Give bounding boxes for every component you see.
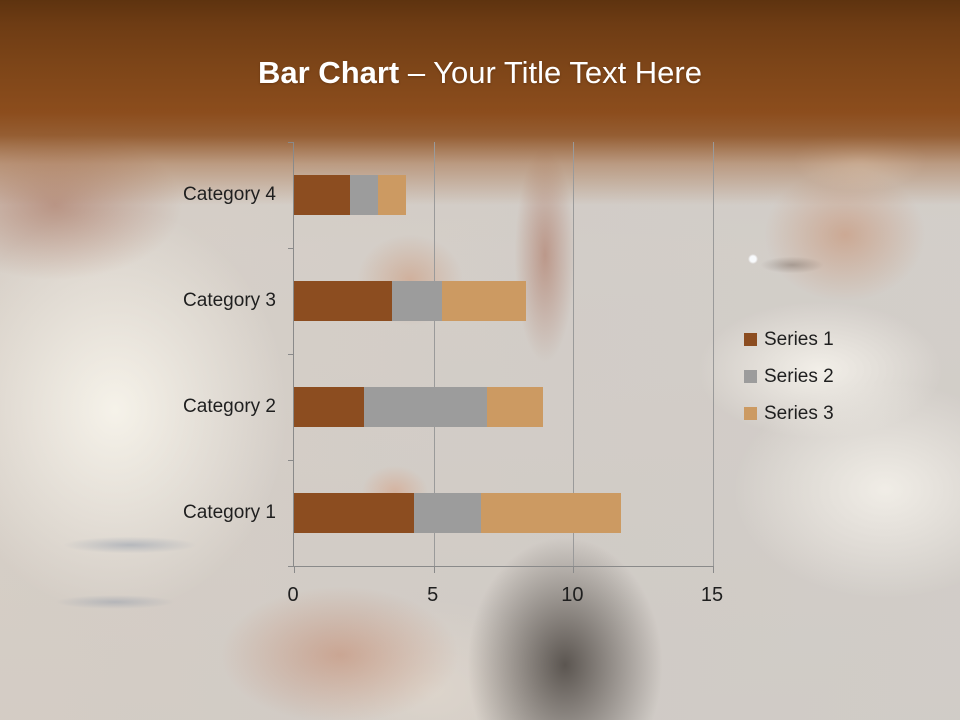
legend-item-series-1[interactable]: Series 1 xyxy=(744,321,834,358)
legend-item-series-3[interactable]: Series 3 xyxy=(744,395,834,432)
title-band xyxy=(0,0,960,205)
bar-segment-series-2 xyxy=(363,387,487,427)
slide-title[interactable]: Bar Chart – Your Title Text Here xyxy=(0,54,960,92)
x-axis-tick xyxy=(294,566,295,573)
y-axis-tick xyxy=(288,566,294,567)
bar-category-4[interactable] xyxy=(294,175,406,215)
x-axis-tick xyxy=(573,566,575,573)
y-axis-tick xyxy=(288,248,294,249)
bar-segment-series-1 xyxy=(294,281,392,321)
bar-segment-series-2 xyxy=(391,281,443,321)
legend-item-series-2[interactable]: Series 2 xyxy=(744,358,834,395)
bar-segment-series-1 xyxy=(294,175,350,215)
y-axis-tick xyxy=(288,142,294,143)
x-axis-tick xyxy=(433,566,435,573)
category-label-4: Category 4 xyxy=(183,184,276,205)
category-label-1: Category 1 xyxy=(183,502,276,523)
bar-segment-series-3 xyxy=(486,387,543,427)
category-label-2: Category 2 xyxy=(183,396,276,417)
slide-title-rest: – Your Title Text Here xyxy=(399,55,702,90)
slide-title-bold: Bar Chart xyxy=(258,55,400,90)
gridline-x-15 xyxy=(713,142,714,566)
bar-segment-series-2 xyxy=(414,493,482,533)
y-axis-tick xyxy=(288,354,294,355)
bar-segment-series-1 xyxy=(294,387,364,427)
legend-label: Series 1 xyxy=(764,328,834,350)
gridline-x-10 xyxy=(573,142,575,566)
x-axis-tick xyxy=(713,566,714,573)
bar-segment-series-1 xyxy=(294,493,415,533)
bar-segment-series-3 xyxy=(481,493,621,533)
bar-category-3[interactable] xyxy=(294,281,526,321)
legend-swatch-icon xyxy=(744,407,757,420)
y-axis-tick xyxy=(288,460,294,461)
legend-label: Series 3 xyxy=(764,402,834,424)
chart-plot-area xyxy=(288,142,714,573)
gridline-x-5 xyxy=(433,142,435,566)
bar-category-1[interactable] xyxy=(294,493,621,533)
legend-label: Series 2 xyxy=(764,365,834,387)
x-axis-label-0: 0 xyxy=(287,584,299,606)
bar-segment-series-2 xyxy=(349,175,378,215)
x-axis-label-5: 5 xyxy=(427,584,439,606)
bar-segment-series-3 xyxy=(377,175,406,215)
chart-legend[interactable]: Series 1 Series 2 Series 3 xyxy=(744,321,834,432)
bar-segment-series-3 xyxy=(442,281,526,321)
bar-category-2[interactable] xyxy=(294,387,543,427)
x-axis-label-15: 15 xyxy=(700,584,724,606)
category-label-3: Category 3 xyxy=(183,290,276,311)
x-axis-label-10: 10 xyxy=(561,584,584,606)
legend-swatch-icon xyxy=(744,370,757,383)
legend-swatch-icon xyxy=(744,333,757,346)
